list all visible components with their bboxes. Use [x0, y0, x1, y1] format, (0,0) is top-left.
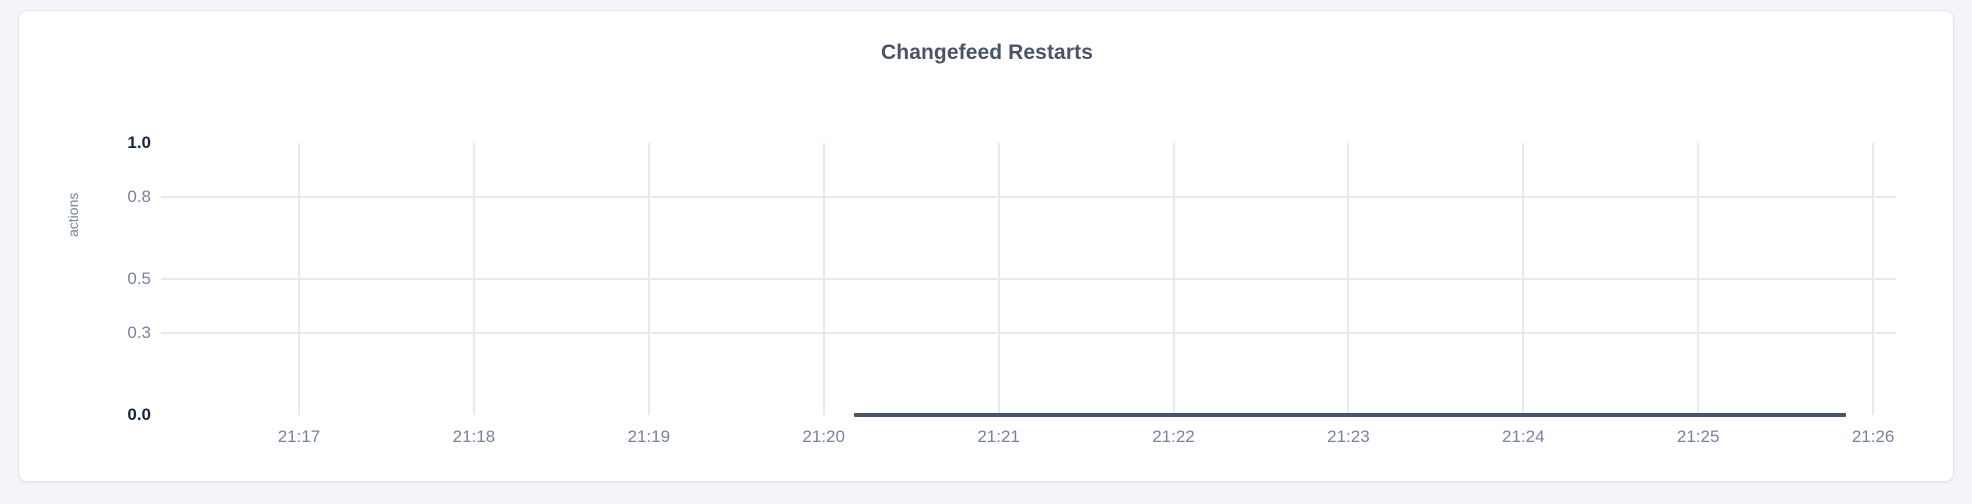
x-tick-label: 21:24 [1502, 427, 1545, 446]
chart-title: Changefeed Restarts [881, 41, 1093, 64]
gridline-vertical [1522, 143, 1525, 415]
x-tick-label: 21:18 [452, 427, 496, 446]
gridline-vertical [472, 143, 475, 415]
gridline-horizontal [161, 196, 1896, 199]
y-tick-label: 1.0 [127, 133, 151, 152]
y-tick-label: 0.0 [127, 405, 151, 424]
gridline-vertical [1172, 143, 1175, 415]
gridline-vertical [1697, 143, 1700, 415]
x-tick-label: 21:20 [802, 427, 845, 446]
x-tick-label: 21:26 [1851, 427, 1895, 446]
series-line[interactable] [854, 413, 1846, 417]
plot-area: 1.0 0.8 0.5 0.3 0.0 21:17 21:18 21:19 21:20 21:2… [127, 133, 1896, 446]
y-tick-label: 0.3 [127, 323, 151, 343]
x-tick-label: 21:17 [277, 427, 321, 446]
gridline-horizontal [161, 332, 1896, 335]
x-tick-label: 21:22 [1152, 427, 1195, 446]
y-tick-label: 0.8 [127, 187, 151, 207]
chart-card: Changefeed Restarts actions 1.0 0.8 0.5 0.3… [18, 10, 1954, 482]
gridline-vertical [1872, 143, 1875, 415]
x-tick-label: 21:25 [1676, 427, 1720, 446]
y-tick-label: 0.5 [127, 269, 151, 288]
gridline-vertical [1347, 143, 1350, 415]
gridline-vertical [647, 143, 650, 415]
x-tick-label: 21:19 [627, 427, 671, 446]
gridline-vertical [822, 143, 825, 415]
gridline-vertical [298, 143, 300, 415]
x-tick-label: 21:21 [977, 427, 1020, 446]
gridline-vertical [997, 143, 1000, 415]
gridline-horizontal [161, 278, 1896, 280]
x-tick-label: 21:23 [1327, 427, 1370, 446]
